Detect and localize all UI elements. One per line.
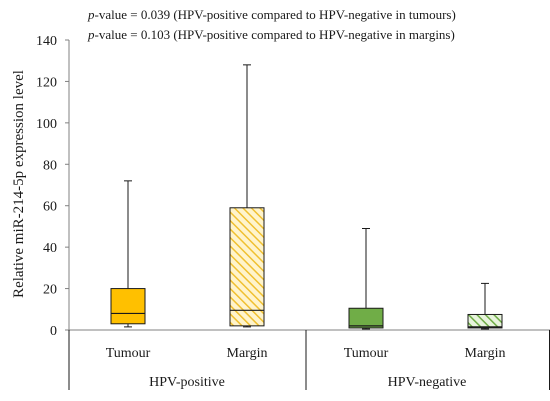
box-2 [229,64,265,328]
annotations: p-value = 0.039 (HPV-positive compared t… [87,7,456,42]
box-3 [348,228,384,330]
group-label-hpv-negative: HPV-negative [388,375,467,390]
category-label-1: Tumour [106,346,151,361]
box-1 [110,180,146,328]
box-category-labels: Tumour Margin Tumour Margin [106,346,506,361]
category-label-3: Tumour [344,346,389,361]
box-4 [467,282,503,330]
y-tick-label-140: 140 [36,34,57,49]
category-label-4: Margin [465,346,506,361]
category-label-2: Margin [227,346,268,361]
iqr-box [467,313,503,329]
p-value-annotation-1: p-value = 0.039 (HPV-positive compared t… [87,7,456,22]
y-axis-ticks: 0 20 40 60 80 100 120 140 [36,34,69,339]
iqr-box [348,307,384,329]
y-tick-label-60: 60 [43,200,57,215]
y-tick-label-0: 0 [50,324,57,339]
p-value-annotation-2: p-value = 0.103 (HPV-positive compared t… [87,27,455,42]
y-tick-label-100: 100 [36,117,57,132]
y-tick-label-80: 80 [43,158,57,173]
iqr-box [110,288,146,325]
group-label-hpv-positive: HPV-positive [149,375,225,390]
y-tick-label-40: 40 [43,241,57,256]
iqr-box [229,207,265,327]
box-series [110,64,503,330]
y-tick-label-120: 120 [36,75,57,90]
category-axis: Tumour Margin Tumour Margin HPV-positive HP… [68,330,550,390]
y-axis-label: Relative miR-214-5p expression level [11,70,27,298]
y-tick-label-20: 20 [43,283,57,298]
